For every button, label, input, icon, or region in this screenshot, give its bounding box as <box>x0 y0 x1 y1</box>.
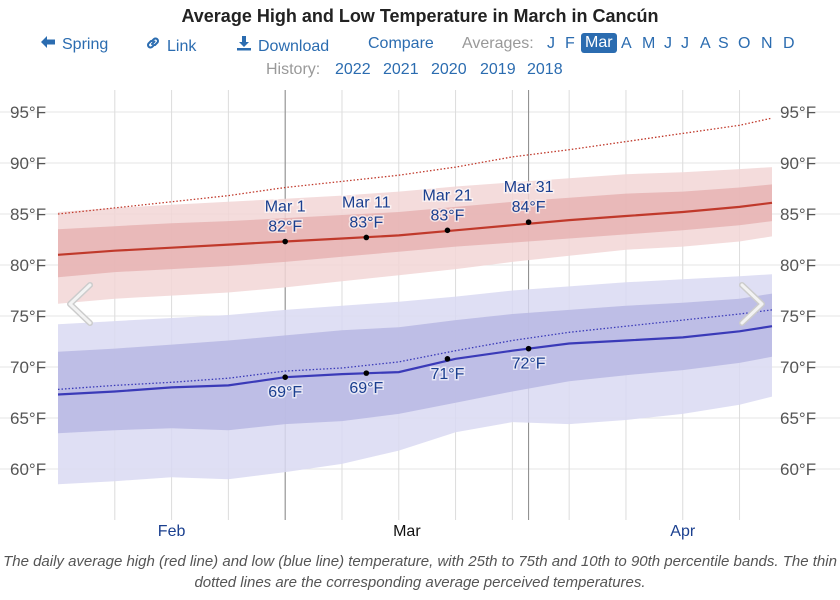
y-tick-label-right: 65°F <box>780 409 816 428</box>
averages-label: Averages: <box>462 35 534 52</box>
y-tick-label-left: 75°F <box>10 307 46 326</box>
annotation-low-value: 69°F <box>268 384 302 401</box>
history-year-2018[interactable]: 2018 <box>527 61 563 78</box>
average-low-line <box>57 325 773 396</box>
month-link-7[interactable]: A <box>700 35 711 52</box>
history-year-2019[interactable]: 2019 <box>480 61 516 78</box>
annotation-low-point <box>444 356 451 362</box>
annotation-date: Mar 31 <box>504 179 554 196</box>
annotation-high-value: 82°F <box>268 219 302 236</box>
annotation-high-point <box>363 234 370 241</box>
annotation-high-point <box>282 238 288 245</box>
annotation-high-point <box>525 219 532 225</box>
annotation-high-value: 83°F <box>349 214 383 231</box>
chart-title: Average High and Low Temperature in Marc… <box>181 6 659 26</box>
history-year-2022[interactable]: 2022 <box>335 61 371 78</box>
annotation-low-value: 72°F <box>512 356 546 373</box>
link-button[interactable]: Link <box>145 35 196 56</box>
x-month-label-feb[interactable]: Feb <box>158 523 186 540</box>
y-tick-label-right: 75°F <box>780 307 816 326</box>
y-tick-label-right: 90°F <box>780 154 816 173</box>
chevron-left-icon-inner[interactable] <box>68 283 92 325</box>
chart-caption: The daily average high (red line) and lo… <box>3 553 837 591</box>
download-button[interactable]: Download <box>236 35 329 56</box>
toolbar: Spring Link Download Compare Averages: J… <box>0 33 840 57</box>
perceived-high-line <box>57 117 773 215</box>
link-icon <box>145 35 161 56</box>
temperature-chart: 60°F 60°F 65°F 65°F 70°F 70°F 75°F 75°F 80°F 80°F… <box>0 90 840 540</box>
month-link-2[interactable]: Mar <box>581 33 617 53</box>
download-label: Download <box>258 38 330 55</box>
annotation-low-value: 71°F <box>430 366 464 383</box>
y-tick-label-left: 85°F <box>10 205 46 224</box>
month-link-5[interactable]: J <box>664 35 672 52</box>
annotation-high-value: 83°F <box>430 207 464 224</box>
annotation-date: Mar 21 <box>423 187 473 204</box>
y-tick-label-right: 85°F <box>780 205 816 224</box>
month-link-4[interactable]: M <box>642 35 656 52</box>
annotation-high-point <box>444 227 451 234</box>
y-tick-label-left: 80°F <box>10 256 46 275</box>
month-link-10[interactable]: N <box>761 35 773 52</box>
history-label: History: <box>266 61 321 78</box>
low-band-25-75 <box>58 293 772 434</box>
arrow-left-icon <box>40 35 56 54</box>
month-link-11[interactable]: D <box>783 35 795 52</box>
compare-link[interactable]: Compare <box>368 35 434 52</box>
y-tick-label-right: 70°F <box>780 358 816 377</box>
y-tick-label-left: 95°F <box>10 103 46 122</box>
y-tick-label-left: 60°F <box>10 460 46 479</box>
annotation-date: Mar 1 <box>265 199 306 216</box>
x-month-label-apr[interactable]: Apr <box>670 523 696 540</box>
month-link-9[interactable]: O <box>738 35 751 52</box>
history-year-2020[interactable]: 2020 <box>431 61 467 78</box>
back-label: Spring <box>62 36 109 53</box>
annotation-date: Mar 11 <box>342 194 391 211</box>
y-tick-label-left: 65°F <box>10 409 46 428</box>
y-tick-label-right: 60°F <box>780 460 816 479</box>
back-to-spring-link[interactable]: Spring <box>40 35 108 54</box>
annotation-low-point <box>282 374 288 381</box>
y-tick-label-left: 90°F <box>10 154 46 173</box>
perceived-low-line <box>57 309 773 391</box>
month-link-1[interactable]: F <box>565 35 575 52</box>
y-tick-label-right: 80°F <box>780 256 816 275</box>
average-high-line <box>57 201 773 256</box>
month-link-6[interactable]: J <box>681 35 689 52</box>
month-link-8[interactable]: S <box>718 35 729 52</box>
annotation-low-point <box>525 345 532 352</box>
x-month-label-mar: Mar <box>393 523 421 540</box>
link-label: Link <box>167 38 197 55</box>
annotation-low-value: 69°F <box>349 380 383 397</box>
y-tick-label-right: 95°F <box>780 103 816 122</box>
annotation-high-value: 84°F <box>512 199 546 216</box>
month-link-0[interactable]: J <box>547 35 555 52</box>
month-link-3[interactable]: A <box>621 35 632 52</box>
high-band-25-75 <box>58 184 772 278</box>
annotation-low-point <box>363 370 370 376</box>
chevron-right-icon-inner[interactable] <box>740 283 764 325</box>
history-year-2021[interactable]: 2021 <box>383 61 419 78</box>
download-icon <box>236 35 252 56</box>
y-tick-label-left: 70°F <box>10 358 46 377</box>
